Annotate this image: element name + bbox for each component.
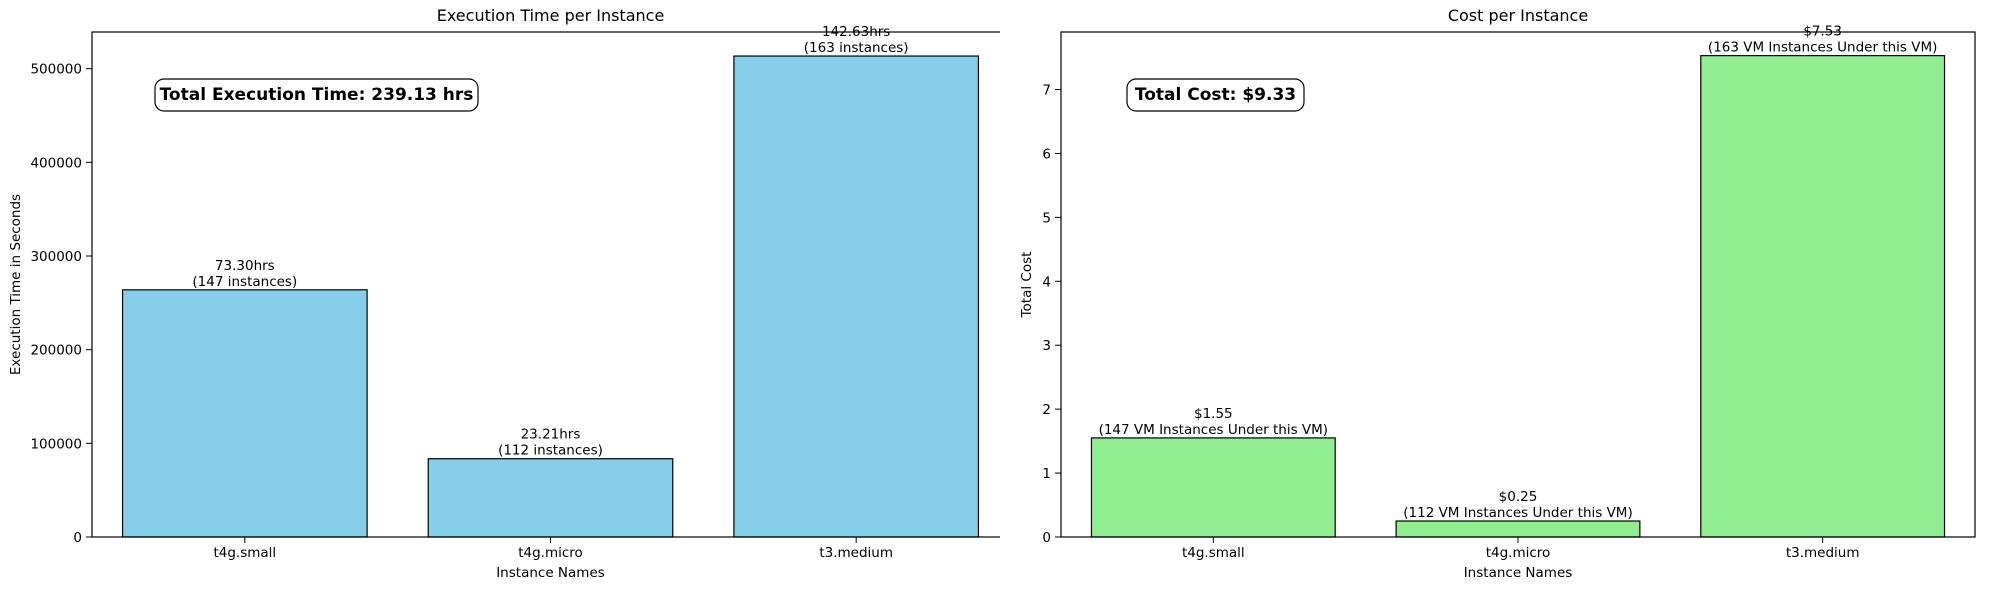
bar — [1090, 437, 1336, 538]
y-tick-label: 6 — [1042, 146, 1051, 162]
bar-count-label: (112 instances) — [498, 443, 603, 459]
y-tick-label: 100000 — [30, 436, 82, 452]
bar-count-label: (163 VM Instances Under this VM) — [1708, 40, 1937, 56]
y-tick-label: 200000 — [30, 343, 82, 359]
y-tick-label: 3 — [1042, 338, 1051, 354]
x-tick-label: t4g.micro — [1486, 545, 1551, 561]
x-tick-label: t4g.micro — [518, 545, 583, 561]
bar — [733, 55, 980, 538]
axes-frame — [1060, 31, 1976, 538]
x-tick-label: t4g.small — [1182, 545, 1245, 561]
chart-title: Cost per Instance — [1448, 6, 1588, 25]
y-tick-label: 0 — [73, 530, 82, 546]
execution-time-chart: Execution Time per Instance 0 100000 200000… — [8, 6, 1010, 581]
total-annotation: Total Cost: $9.33 — [1135, 85, 1296, 105]
y-tick-label: 4 — [1042, 274, 1051, 290]
y-tick-label: 400000 — [30, 155, 82, 171]
y-tick-label: 500000 — [30, 62, 82, 78]
bar — [1395, 520, 1641, 538]
y-axis-label: Total Cost — [1019, 252, 1035, 319]
y-axis-label: Execution Time in Seconds — [8, 194, 24, 375]
chart-title: Execution Time per Instance — [437, 6, 665, 25]
bar-value-label: 73.30hrs — [215, 258, 275, 274]
bar-count-label: (112 VM Instances Under this VM) — [1403, 505, 1632, 521]
bar — [121, 289, 368, 538]
x-tick-label: t4g.small — [213, 545, 276, 561]
bar-value-label: 23.21hrs — [521, 427, 581, 443]
bar-count-label: (147 VM Instances Under this VM) — [1099, 422, 1328, 438]
cost-chart: Cost per Instance 0 1 2 3 4 5 6 7 $1.55 (147 VM In… — [1000, 0, 1989, 594]
y-tick-label: 0 — [1042, 530, 1051, 546]
bar — [427, 458, 674, 538]
x-tick-label: t3.medium — [1786, 545, 1860, 561]
y-tick-label: 5 — [1042, 210, 1051, 226]
y-tick-label: 1 — [1042, 466, 1051, 482]
y-tick-label: 7 — [1042, 83, 1051, 99]
execution-time-chart-svg: Execution Time per Instance 0 100000 200000… — [8, 6, 1010, 581]
y-tick-label: 2 — [1042, 402, 1051, 418]
x-tick-label: t3.medium — [819, 545, 893, 561]
total-annotation: Total Execution Time: 239.13 hrs — [160, 85, 474, 105]
bar-value-label: $0.25 — [1499, 489, 1538, 505]
total-annotation-box — [154, 78, 479, 112]
y-tick-label: 300000 — [30, 249, 82, 265]
x-axis-label: Instance Names — [496, 565, 605, 581]
total-annotation-box — [1126, 78, 1305, 112]
bar-value-label: $1.55 — [1194, 406, 1233, 422]
bar-count-label: (147 instances) — [192, 274, 297, 290]
cost-chart-svg: Cost per Instance 0 1 2 3 4 5 6 7 $1.55(147 VM In… — [1019, 6, 1976, 581]
bar — [1700, 55, 1946, 538]
bar-count-label: (163 instances) — [804, 40, 909, 56]
x-axis-label: Instance Names — [1464, 565, 1573, 581]
